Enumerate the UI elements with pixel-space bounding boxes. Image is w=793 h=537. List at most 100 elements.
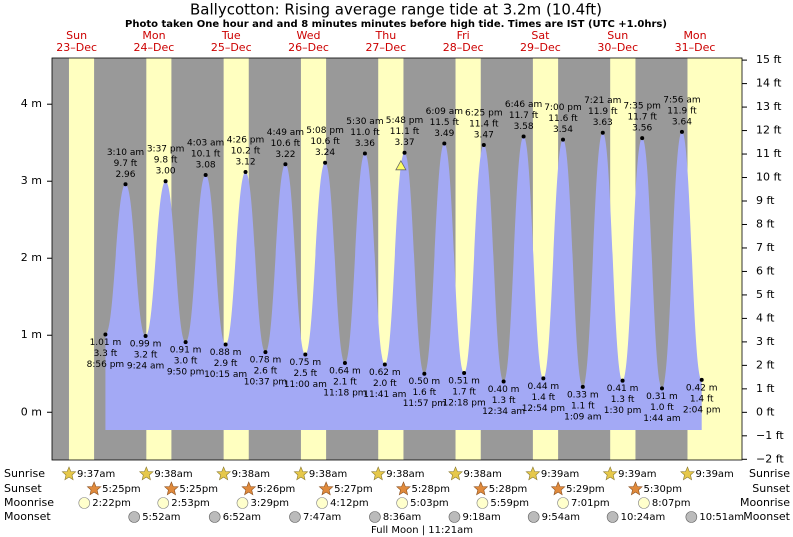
tide-label: 0.40 m	[488, 385, 520, 395]
tide-label: 5:48 pm	[386, 116, 424, 126]
y2-tick-label: 13 ft	[756, 100, 782, 113]
y2-tick-label: 10 ft	[756, 171, 782, 184]
event-time: 5:28pm	[411, 484, 450, 495]
tide-label: 0.51 m	[448, 376, 480, 386]
tide-label: 3.24	[315, 148, 335, 158]
event-time: 9:39am	[695, 469, 733, 480]
tide-label: 11.7 ft	[627, 113, 657, 123]
tide-label: 1.3 ft	[492, 396, 516, 406]
tide-label: 0.75 m	[289, 358, 321, 368]
tide-point	[442, 141, 447, 146]
tide-point	[481, 143, 486, 148]
row-label-left: Moonset	[4, 510, 51, 523]
y-tick-label: 1 m	[21, 328, 42, 341]
tide-label: 3:10 am	[107, 148, 144, 158]
y2-tick-label: 4 ft	[756, 311, 775, 324]
tide-label: 10.1 ft	[191, 150, 221, 160]
sunrise-icon	[448, 466, 463, 481]
tide-label: 0.78 m	[250, 356, 282, 366]
tide-label: 0.88 m	[210, 348, 242, 358]
tide-label: 11.1 ft	[390, 127, 420, 137]
event-time: 5:26pm	[257, 484, 296, 495]
day-date: 28–Dec	[443, 41, 484, 54]
tide-label: 9:24 am	[127, 362, 164, 372]
event-time: 5:59pm	[490, 498, 529, 509]
tide-label: 8:56 pm	[87, 360, 125, 370]
event-time: 5:03pm	[410, 498, 449, 509]
tide-point	[422, 371, 427, 376]
day-date: 25–Dec	[211, 41, 252, 54]
day-name: Thu	[375, 29, 397, 42]
y2-tick-label: 3 ft	[756, 335, 775, 348]
y2-tick-label: 6 ft	[756, 264, 775, 277]
tide-point	[521, 134, 526, 139]
moon-phase: Full Moon | 11:21am	[371, 525, 473, 536]
tide-label: 11.6 ft	[548, 114, 578, 124]
tide-point	[679, 129, 684, 134]
y-tick-label: 4 m	[21, 97, 42, 110]
tide-label: 7:35 pm	[623, 102, 661, 112]
tide-label: 0.62 m	[369, 368, 401, 378]
photo-marker	[395, 159, 407, 171]
day-name: Sun	[66, 29, 87, 42]
tide-point	[600, 130, 605, 135]
tide-label: 3.0 ft	[174, 357, 198, 367]
tide-label: 2.5 ft	[293, 369, 317, 379]
tide-label: 10.6 ft	[271, 139, 301, 149]
tide-label: 11:18 pm	[323, 388, 366, 398]
tide-label: 3.12	[236, 157, 256, 167]
y2-tick-label: 12 ft	[756, 124, 782, 137]
event-time: 9:54am	[542, 512, 580, 523]
tide-label: 6:09 am	[426, 107, 463, 117]
event-time: 9:38am	[232, 469, 270, 480]
tide-area	[105, 131, 702, 430]
event-time: 5:27pm	[334, 484, 373, 495]
tide-label: 5:30 am	[346, 117, 383, 127]
tide-point	[362, 151, 367, 156]
tide-label: 11.0 ft	[350, 128, 380, 138]
tide-point	[183, 340, 188, 345]
tide-point	[143, 334, 148, 339]
event-time: 7:47am	[303, 512, 341, 523]
event-time: 2:53pm	[171, 498, 210, 509]
sunrise-icon	[138, 466, 154, 481]
y2-tick-label: −1 ft	[756, 429, 784, 442]
tide-label: 4:03 am	[187, 139, 224, 149]
tide-label: 1:09 am	[564, 412, 601, 422]
day-date: 24–Dec	[134, 41, 175, 54]
tide-label: 0.50 m	[409, 377, 441, 387]
tide-label: 9:50 pm	[167, 368, 205, 378]
tide-label: 3.47	[474, 131, 494, 141]
plot-frame	[51, 57, 743, 461]
tide-label: 11.4 ft	[469, 120, 499, 130]
tide-label: 10.6 ft	[310, 137, 340, 147]
row-label-right: Moonrise	[740, 496, 790, 509]
event-time: 9:38am	[154, 469, 192, 480]
sunrise-icon	[293, 466, 309, 481]
tide-label: 11.5 ft	[430, 118, 460, 128]
tide-label: 1.4 ft	[690, 394, 714, 404]
tide-point	[620, 378, 625, 383]
sunset-icon	[396, 481, 411, 496]
row-label-right: Sunrise	[749, 467, 790, 480]
tide-label: 12:54 pm	[522, 404, 565, 414]
tide-label: 3.36	[355, 139, 375, 149]
tide-point	[342, 360, 347, 365]
row-label-right: Sunset	[752, 482, 790, 495]
tide-label: 4:26 pm	[227, 135, 265, 145]
sunset-icon	[86, 481, 102, 496]
tide-label: 11.7 ft	[509, 111, 539, 121]
tide-label: 3.49	[434, 129, 454, 139]
tide-label: 1:30 pm	[604, 406, 642, 416]
tide-point	[283, 162, 288, 167]
tide-label: 1.1 ft	[571, 401, 595, 411]
day-date: 27–Dec	[365, 41, 406, 54]
tide-label: 3.22	[275, 150, 295, 160]
event-time: 9:38am	[386, 469, 424, 480]
event-time: 8:36am	[383, 512, 421, 523]
tide-label: 3.56	[632, 124, 652, 134]
tide-label: 10:37 pm	[244, 378, 287, 388]
tide-label: 2:04 pm	[683, 405, 721, 415]
moonrise-icon	[316, 497, 328, 509]
sunset-icon	[318, 481, 334, 496]
